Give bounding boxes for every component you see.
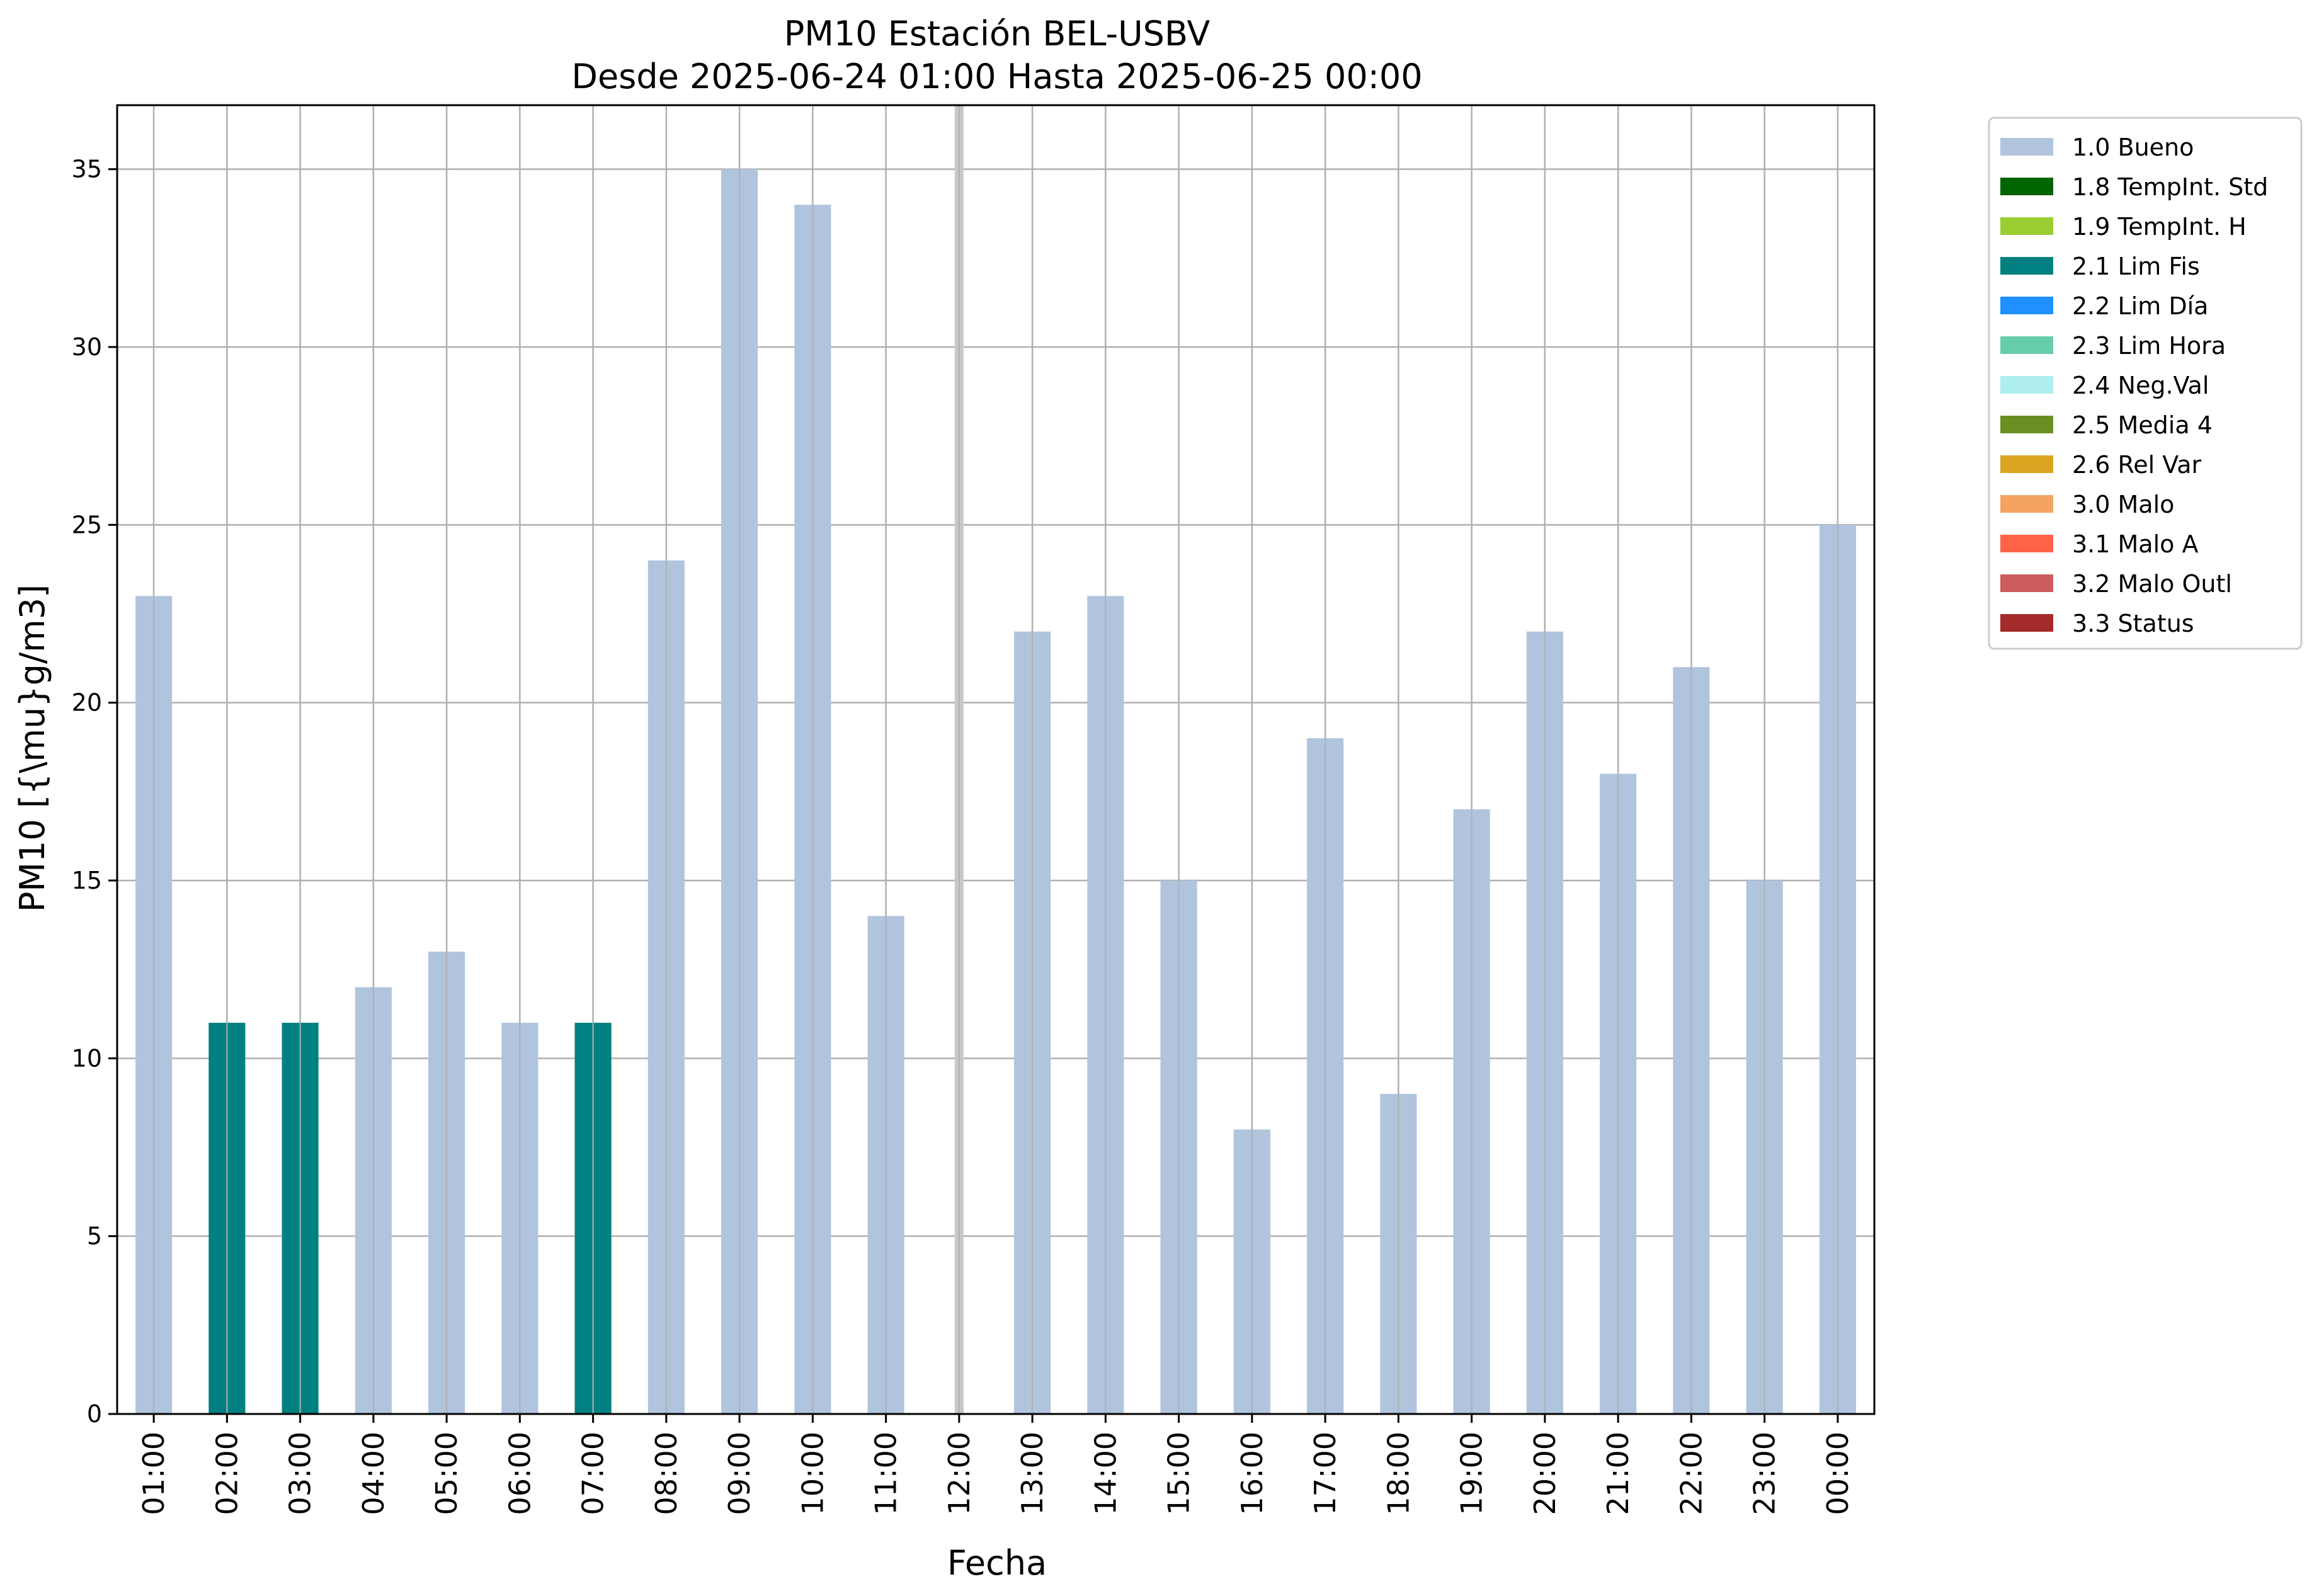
legend-swatch — [2000, 336, 2053, 354]
x-tick-label: 10:00 — [795, 1432, 829, 1515]
legend-entry-label: 1.8 TempInt. Std — [2072, 173, 2268, 201]
legend-swatch — [2000, 614, 2053, 632]
legend-swatch — [2000, 455, 2053, 473]
x-tick-label: 11:00 — [869, 1432, 903, 1515]
y-tick-label: 0 — [87, 1400, 102, 1428]
legend-entry-label: 3.3 Status — [2072, 610, 2194, 637]
x-tick-label: 00:00 — [1821, 1432, 1855, 1515]
bars — [135, 105, 1856, 1415]
legend-entry-label: 2.4 Neg.Val — [2072, 372, 2209, 399]
legend-entry-label: 3.2 Malo Outl — [2072, 570, 2232, 598]
x-tick-label: 14:00 — [1088, 1432, 1122, 1515]
legend-swatch — [2000, 495, 2053, 513]
legend-entry-label: 2.2 Lim Día — [2072, 292, 2208, 320]
legend-entry-label: 2.6 Rel Var — [2072, 451, 2202, 479]
x-tick-label: 13:00 — [1015, 1432, 1049, 1515]
y-tick-label: 20 — [72, 689, 102, 717]
x-tick-label: 02:00 — [210, 1432, 244, 1515]
x-tick-label: 07:00 — [576, 1432, 610, 1515]
x-tick-label: 20:00 — [1528, 1432, 1562, 1515]
legend-swatch — [2000, 297, 2053, 314]
legend-swatch — [2000, 257, 2053, 275]
x-tick-label: 16:00 — [1235, 1432, 1269, 1515]
legend-entry-label: 2.1 Lim Fis — [2072, 253, 2200, 280]
x-tick-label: 06:00 — [503, 1432, 537, 1515]
legend-swatch — [2000, 535, 2053, 552]
x-tick-label: 19:00 — [1455, 1432, 1489, 1515]
chart-title: PM10 Estación BEL-USBV — [784, 14, 1211, 54]
x-tick-label: 03:00 — [283, 1432, 317, 1515]
x-tick-label: 04:00 — [356, 1432, 390, 1515]
x-tick-label: 01:00 — [137, 1432, 171, 1515]
chart-subtitle: Desde 2025-06-24 01:00 Hasta 2025-06-25 … — [571, 57, 1422, 96]
x-tick-label: 08:00 — [649, 1432, 683, 1515]
legend-swatch — [2000, 574, 2053, 592]
x-tick-label: 05:00 — [430, 1432, 464, 1515]
legend-swatch — [2000, 138, 2053, 156]
y-tick-label: 15 — [72, 867, 102, 894]
x-axis-label: Fecha — [947, 1543, 1047, 1583]
y-axis-label: PM10 [{\mu}g/m3] — [13, 584, 52, 912]
y-tick-label: 10 — [72, 1044, 102, 1072]
legend-swatch — [2000, 376, 2053, 394]
x-tick-label: 22:00 — [1674, 1432, 1708, 1515]
legend: 1.0 Bueno 1.8 TempInt. Std 1.9 TempInt. H 2… — [1988, 117, 2303, 650]
legend-entry-label: 1.9 TempInt. H — [2072, 213, 2247, 241]
y-tick-label: 30 — [72, 333, 102, 361]
legend-swatch — [2000, 217, 2053, 235]
legend-swatch — [2000, 416, 2053, 433]
legend-frame — [1988, 117, 2303, 650]
y-tick-label: 25 — [72, 511, 102, 539]
y-axis-ticks: 0 5 10 15 20 25 30 35 — [72, 156, 117, 1428]
legend-swatch — [2000, 178, 2053, 195]
x-tick-label: 21:00 — [1601, 1432, 1635, 1515]
legend-entry-label: 3.1 Malo A — [2072, 530, 2198, 558]
x-tick-label: 15:00 — [1162, 1432, 1196, 1515]
y-tick-label: 35 — [72, 156, 102, 183]
x-axis-ticks: 01:00 02:00 03:00 04:00 05:00 06:00 07:00 08:00… — [137, 1414, 1855, 1515]
x-tick-label: 17:00 — [1308, 1432, 1342, 1515]
x-tick-label: 12:00 — [942, 1432, 976, 1515]
legend-entry-label: 1.0 Bueno — [2072, 134, 2194, 161]
x-tick-label: 09:00 — [722, 1432, 756, 1515]
x-tick-label: 18:00 — [1381, 1432, 1415, 1515]
legend-entry-label: 2.3 Lim Hora — [2072, 332, 2226, 360]
legend-entry-label: 2.5 Media 4 — [2072, 411, 2213, 439]
plot-frame — [116, 104, 1876, 1415]
legend-entry-label: 3.0 Malo — [2072, 491, 2174, 518]
x-tick-label: 23:00 — [1748, 1432, 1782, 1515]
y-tick-label: 5 — [87, 1223, 102, 1250]
